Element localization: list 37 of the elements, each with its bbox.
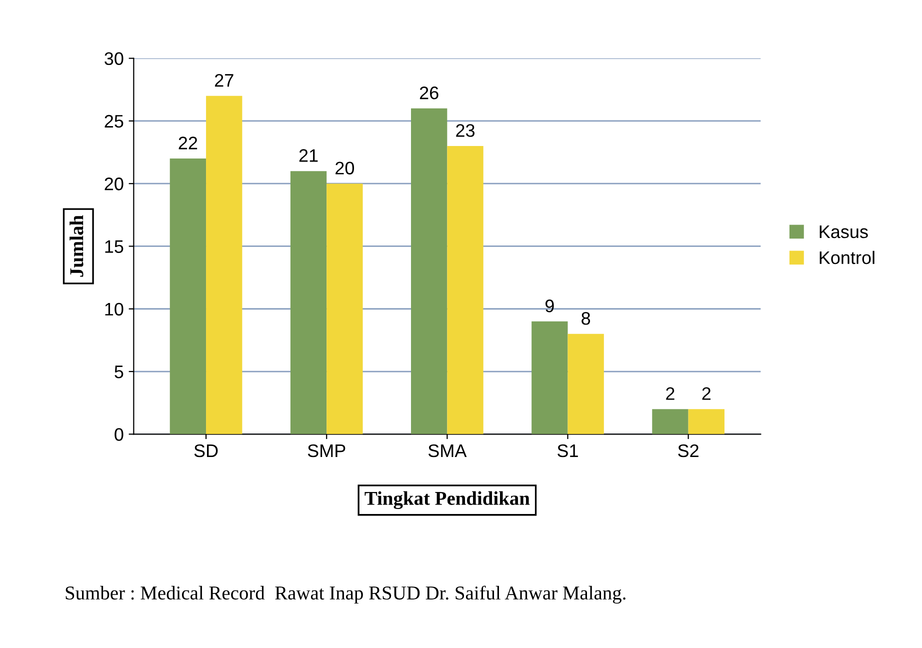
y-tick-label: 10 <box>105 302 124 316</box>
x-tick-label: S2 <box>678 444 698 458</box>
data-label: 22 <box>178 136 198 150</box>
bar <box>411 108 448 434</box>
bar <box>206 96 242 434</box>
data-label: 9 <box>545 300 554 312</box>
y-tick-label: 15 <box>105 240 124 253</box>
bar <box>326 184 363 434</box>
data-label: 20 <box>336 162 354 174</box>
legend-label: Kontrol <box>820 250 874 264</box>
x-tick-label: SD <box>194 444 218 458</box>
y-tick-label: 0 <box>114 428 124 441</box>
bar <box>568 334 604 434</box>
bar <box>688 409 724 434</box>
data-label: 23 <box>456 124 475 137</box>
x-tick-label: SMP <box>308 444 346 458</box>
data-label: 26 <box>420 86 438 100</box>
bar <box>532 321 568 434</box>
y-tick-label: 30 <box>104 52 124 66</box>
legend-label: Kasus <box>820 226 868 238</box>
y-tick-label: 25 <box>104 114 124 128</box>
bar <box>447 146 484 434</box>
y-axis-title: Jumlah <box>70 215 84 277</box>
data-label: 2 <box>666 387 674 400</box>
x-tick-label: SMA <box>428 444 467 458</box>
y-tick-label: 5 <box>114 366 124 378</box>
data-label: 21 <box>299 149 318 162</box>
x-axis-title: Tingkat Pendidikan <box>364 491 530 510</box>
data-label: 2 <box>702 387 711 400</box>
bar <box>170 158 206 434</box>
bar <box>652 409 688 434</box>
data-label: 27 <box>214 74 234 87</box>
data-label: 8 <box>582 312 590 325</box>
y-tick-label: 20 <box>104 178 124 190</box>
x-tick-label: S1 <box>558 444 578 458</box>
bar <box>290 171 327 434</box>
text: Sumber : Medical Record Rawat Inap RSUD Dr. Saiful Anwar Malang. <box>66 586 626 604</box>
